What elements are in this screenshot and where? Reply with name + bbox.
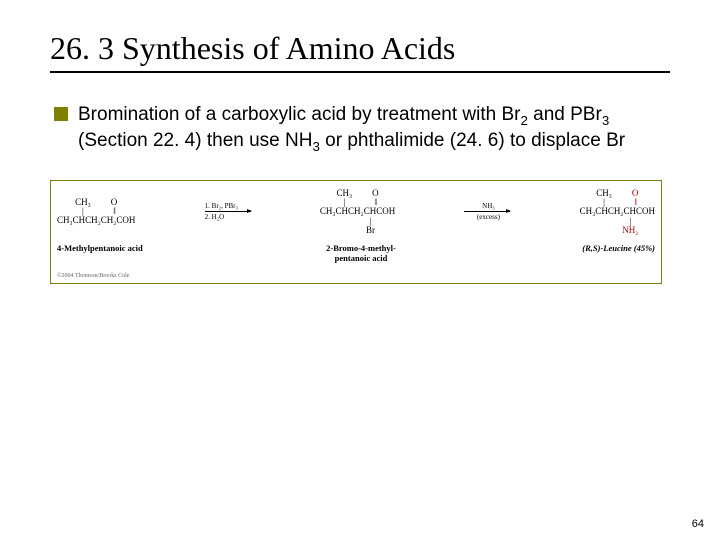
- bullet-part-2: and PBr: [528, 104, 602, 125]
- bullet-text: Bromination of a carboxylic acid by trea…: [78, 103, 670, 156]
- bullet-sub-3: 3: [312, 139, 319, 154]
- bullet-item: Bromination of a carboxylic acid by trea…: [54, 103, 670, 156]
- bullet-part-1: Bromination of a carboxylic acid by trea…: [78, 104, 520, 125]
- molecule-2: CH₃ | O ‖ CH₃CHCH₂CHCOH | Br: [320, 189, 395, 235]
- arrow1-line-icon: [205, 211, 251, 212]
- slide-title: 26. 3 Synthesis of Amino Acids: [50, 30, 670, 73]
- bullet-part-3: (Section 22. 4) then use NH: [78, 130, 312, 151]
- reaction-row: CH₃ | O ‖ CH₃CHCH₂CH₂COH 1. Br₂, PBr₃ 2.…: [57, 189, 655, 235]
- slide-container: 26. 3 Synthesis of Amino Acids Brominati…: [0, 0, 720, 540]
- m3-nh2: NH₂: [622, 226, 638, 235]
- bullet-sub-1: 2: [520, 113, 527, 128]
- bullet-sub-2: 3: [602, 113, 609, 128]
- arrow2-below: (excess): [462, 213, 512, 221]
- copyright-text: ©2004 Thomson/Brooks Cole: [57, 273, 655, 279]
- arrow1-above: 1. Br₂, PBr₃: [203, 202, 253, 210]
- arrow-2: NH₃ (excess): [462, 202, 512, 222]
- m3-name: (R,S)-Leucine (45%): [525, 243, 655, 263]
- arrow2-above: NH₃: [462, 202, 512, 210]
- arrow-1: 1. Br₂, PBr₃ 2. H₂O: [203, 202, 253, 222]
- bullet-square-icon: [54, 107, 68, 121]
- reaction-diagram: CH₃ | O ‖ CH₃CHCH₂CH₂COH 1. Br₂, PBr₃ 2.…: [50, 180, 662, 284]
- m3-formula: CH₃CHCH₂CHCOH: [580, 207, 655, 217]
- m2-name-l1: 2-Bromo-4-methyl-: [326, 243, 396, 253]
- page-number: 64: [692, 518, 704, 530]
- bullet-part-4: or phthalimide (24. 6) to displace Br: [320, 130, 625, 151]
- molecule-1: CH₃ | O ‖ CH₃CHCH₂CH₂COH: [57, 198, 135, 226]
- m1-formula: CH₃CHCH₂CH₂COH: [57, 216, 135, 226]
- arrow1-below: 2. H₂O: [203, 213, 253, 221]
- m2-name-l2: pentanoic acid: [335, 253, 388, 263]
- molecule-names-row: 4-Methylpentanoic acid 2-Bromo-4-methyl-…: [57, 243, 655, 263]
- m1-name: 4-Methylpentanoic acid: [57, 243, 187, 263]
- molecule-3: CH₃ | O ‖ CH₃CHCH₂CHCOH | NH₂: [580, 189, 655, 235]
- m2-name: 2-Bromo-4-methyl- pentanoic acid: [291, 243, 431, 263]
- arrow2-line-icon: [464, 211, 510, 212]
- m2-formula: CH₃CHCH₂CHCOH: [320, 207, 395, 217]
- m2-br: Br: [366, 226, 375, 235]
